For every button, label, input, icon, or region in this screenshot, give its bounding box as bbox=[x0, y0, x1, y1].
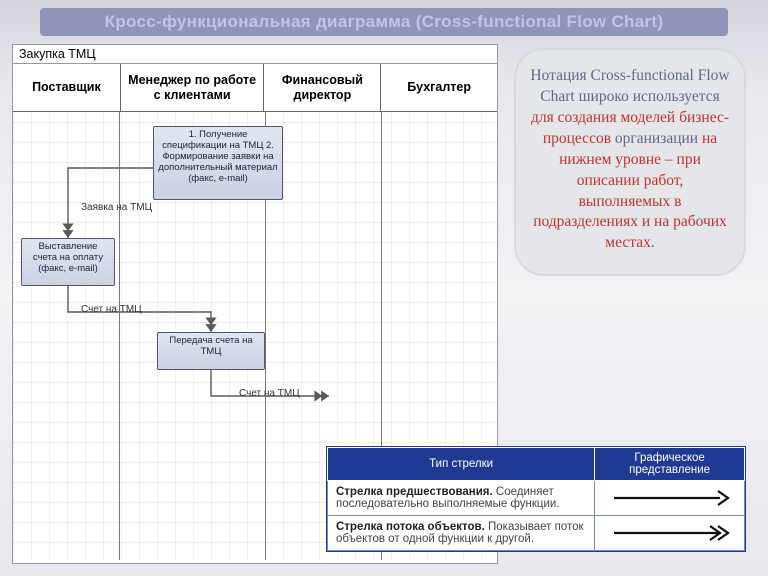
table-row: Стрелка предшествования. Соединяет после… bbox=[328, 481, 745, 516]
title-band: Кросс-функциональная диаграмма (Cross-fu… bbox=[40, 8, 728, 36]
table-header-cell: Тип стрелки bbox=[328, 448, 595, 481]
page-title: Кросс-функциональная диаграмма (Cross-fu… bbox=[40, 8, 728, 36]
lane-headers: ПоставщикМенеджер по работе с клиентамиФ… bbox=[13, 64, 497, 112]
process-title: Закупка ТМЦ bbox=[13, 45, 497, 64]
arrow-graphic bbox=[595, 481, 745, 516]
lane-header: Финансовый директор bbox=[264, 64, 381, 111]
edge-label: Счет на ТМЦ bbox=[239, 388, 300, 399]
lane-header: Бухгалтер bbox=[381, 64, 497, 111]
lane-header: Менеджер по работе с клиентами bbox=[121, 64, 265, 111]
arrow-types-table: Тип стрелкиГрафическое представление Стр… bbox=[326, 446, 746, 552]
flow-node: 1. Получение спецификации на ТМЦ 2. Форм… bbox=[153, 126, 283, 200]
arrow-description: Стрелка потока объектов. Показывает пото… bbox=[328, 516, 595, 551]
arrow-description: Стрелка предшествования. Соединяет после… bbox=[328, 481, 595, 516]
table-header-cell: Графическое представление bbox=[595, 448, 745, 481]
callout-suffix: . bbox=[651, 234, 655, 251]
edge-label: Счет на ТМЦ bbox=[81, 304, 142, 315]
description-callout: Нотация Cross-functional Flow Chart широ… bbox=[514, 48, 746, 276]
callout-red-2: на нижнем уровне – при описании работ, в… bbox=[533, 130, 727, 252]
lane-header: Поставщик bbox=[13, 64, 121, 111]
flow-node: Передача счета на ТМЦ bbox=[157, 332, 265, 370]
arrow-graphic bbox=[595, 516, 745, 551]
table-row: Стрелка потока объектов. Показывает пото… bbox=[328, 516, 745, 551]
edge-label: Заявка на ТМЦ bbox=[81, 202, 152, 213]
flow-node: Выставление счета на оплату (факс, e-mai… bbox=[21, 238, 115, 286]
callout-mid: организации bbox=[611, 130, 702, 147]
callout-prefix: Нотация Cross-functional Flow Chart широ… bbox=[530, 67, 729, 105]
